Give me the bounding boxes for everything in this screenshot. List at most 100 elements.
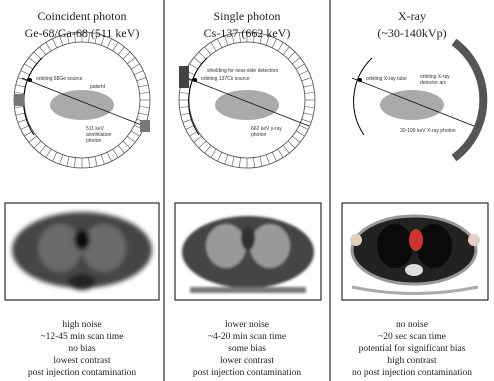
detector [88, 158, 89, 168]
note: potential for significant bias [359, 343, 466, 354]
detector [24, 64, 32, 69]
detector [113, 149, 118, 157]
detector [292, 58, 300, 64]
detector-block [140, 120, 150, 132]
detector [67, 157, 69, 167]
detector [140, 92, 150, 93]
column-title: Coincident photon [38, 9, 127, 23]
detector [46, 149, 51, 157]
detector [239, 158, 240, 168]
detector [296, 131, 304, 136]
detector [131, 131, 139, 136]
detector [205, 145, 211, 153]
detector [299, 125, 308, 129]
detector [134, 70, 143, 74]
detector [52, 152, 56, 161]
detector [107, 152, 111, 161]
detector [137, 78, 146, 81]
cs-image [175, 203, 321, 300]
ct-image [342, 203, 488, 300]
detector [140, 106, 150, 107]
detector [253, 158, 254, 168]
note: no post injection contamination [352, 368, 472, 378]
detector [225, 155, 228, 164]
detector [305, 92, 315, 93]
detector [127, 136, 135, 142]
label: orbiting 137Cs source [201, 76, 250, 82]
source [358, 78, 362, 82]
note: some bias [228, 344, 266, 354]
label: shielding for near-side detectors [207, 68, 279, 74]
note: ~20 sec scan time [378, 332, 446, 342]
pet-image [5, 203, 159, 300]
detector [183, 119, 192, 122]
detector [217, 152, 221, 161]
patient [215, 90, 279, 120]
figure: Coincident photon Ge-68/Ga-68 (511 keV) hi… [0, 0, 494, 381]
detector [278, 42, 283, 50]
detector [288, 141, 295, 148]
detector [118, 145, 124, 153]
detector [60, 155, 63, 164]
column-title: X-ray [398, 9, 426, 23]
detector [211, 149, 216, 157]
orbit-arrow [189, 58, 207, 135]
detector [131, 64, 139, 69]
detector [123, 141, 130, 148]
note: lower contrast [220, 356, 274, 366]
detector [283, 145, 289, 153]
detector [101, 155, 104, 164]
shield [179, 66, 189, 88]
detector-block [14, 94, 24, 106]
source [28, 78, 32, 82]
detector [232, 157, 234, 167]
detector [189, 64, 197, 69]
note: lowest contrast [53, 356, 111, 366]
detector [40, 47, 46, 55]
note: high noise [62, 320, 101, 330]
label: photon [251, 132, 267, 138]
detector [29, 58, 37, 64]
detector [95, 157, 97, 167]
column-title: Single photon [213, 9, 280, 23]
detector [296, 64, 304, 69]
detector [283, 47, 289, 55]
detector [305, 106, 315, 107]
detector [179, 92, 189, 93]
detector [302, 78, 311, 81]
detector [194, 136, 202, 142]
note: no noise [396, 320, 428, 330]
label: detector arc [420, 80, 447, 86]
note: ~12-45 min scan time [41, 332, 124, 342]
label: orbiting 68Ge source [36, 76, 83, 82]
detector [199, 141, 206, 148]
label: 30-100 keV X-ray photon [400, 128, 456, 134]
detector [34, 52, 41, 59]
detector [179, 106, 189, 107]
orbit-arrow [24, 58, 42, 135]
detector [288, 52, 295, 59]
column-title: (~30-140kVp) [377, 26, 446, 40]
detector [14, 92, 24, 93]
detector [29, 136, 37, 142]
detector [18, 119, 27, 122]
detector [139, 113, 149, 115]
detector [302, 119, 311, 122]
orbit-arrow [354, 58, 372, 135]
patient [380, 90, 444, 120]
detector [205, 47, 211, 55]
detector [217, 39, 221, 48]
detector-arc [454, 42, 483, 158]
detector [107, 39, 111, 48]
note: post injection contamination [193, 368, 301, 378]
note: lower noise [225, 320, 269, 330]
detector [14, 106, 24, 107]
note: high contrast [387, 356, 437, 366]
note: ~4-20 min scan time [208, 332, 286, 342]
column-title: Ge-68/Ga-68 (511 keV) [25, 26, 140, 40]
label: patient [90, 84, 106, 90]
detector [260, 157, 262, 167]
detector [118, 47, 124, 55]
detector [123, 52, 130, 59]
detector [266, 155, 269, 164]
